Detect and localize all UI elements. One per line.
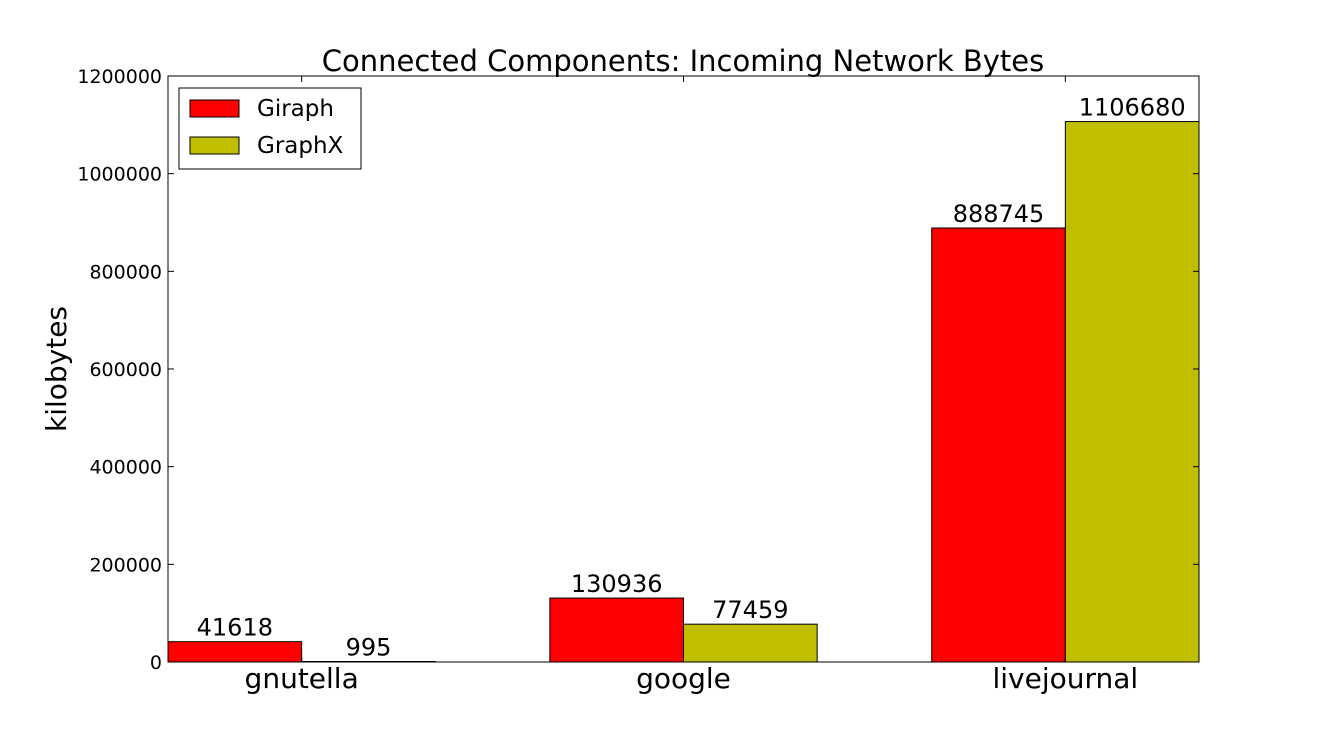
plot-frame — [167, 75, 1200, 663]
y-tick-label: 800000 — [89, 261, 162, 283]
x-category-label-livejournal: livejournal — [992, 662, 1138, 695]
bar-giraph-google — [549, 597, 685, 663]
y-tick-label: 0 — [150, 652, 162, 674]
legend-label-graphx: GraphX — [257, 133, 344, 159]
y-axis-label: kilobytes — [40, 306, 73, 432]
y-tick-label: 200000 — [89, 554, 162, 576]
data-labels: 41618 130936 888745 995 77459 1106680 — [197, 94, 1186, 662]
bar-graphx-google — [683, 623, 818, 663]
legend-swatch-graphx — [189, 136, 240, 155]
legend: Giraph GraphX — [178, 87, 362, 170]
data-label-giraph-livejournal: 888745 — [953, 200, 1045, 228]
y-tick-label: 1000000 — [77, 164, 162, 186]
data-label-graphx-gnutella: 995 — [346, 634, 392, 662]
x-category-label-gnutella: gnutella — [245, 662, 359, 695]
bar-graphx-livejournal — [1064, 121, 1200, 663]
bars-layer — [167, 121, 1200, 663]
data-label-graphx-livejournal: 1106680 — [1079, 94, 1186, 122]
data-label-giraph-google: 130936 — [571, 570, 663, 598]
data-label-giraph-gnutella: 41618 — [197, 614, 273, 642]
x-category-labels: gnutella google livejournal — [245, 76, 1138, 695]
y-tick-label: 1200000 — [77, 66, 162, 88]
x-category-label-google: google — [636, 662, 731, 695]
y-ticks: 0 200000 400000 600000 800000 1000000 1200000 — [77, 66, 1199, 674]
chart-title: Connected Components: Incoming Network B… — [322, 44, 1044, 78]
bar-giraph-gnutella — [167, 641, 303, 663]
y-tick-label: 600000 — [89, 359, 162, 381]
data-label-graphx-google: 77459 — [712, 596, 788, 624]
legend-label-giraph: Giraph — [257, 96, 334, 122]
y-tick-label: 400000 — [89, 457, 162, 479]
bar-giraph-livejournal — [931, 227, 1066, 663]
legend-swatch-giraph — [189, 99, 240, 118]
